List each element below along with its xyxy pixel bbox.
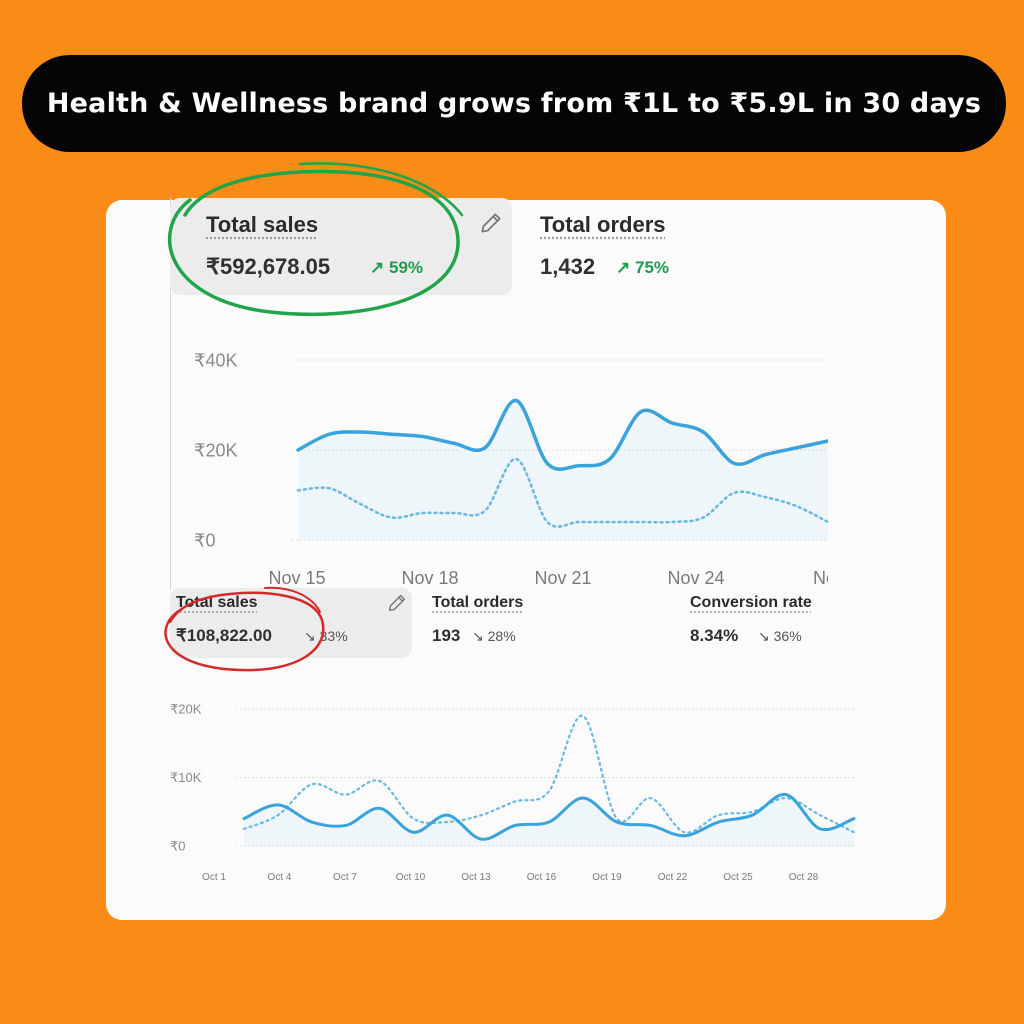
x-tick-label: Oct 22	[658, 872, 688, 883]
metric-tile-total-sales[interactable]: Total sales ₹592,678.05 ↗ 59%	[170, 198, 512, 295]
y-tick-label: ₹20K	[170, 702, 202, 717]
metric-value-total-sales: ₹592,678.05	[206, 254, 331, 279]
x-tick-label: Nov 21	[534, 568, 591, 588]
y-tick-label: ₹10K	[170, 770, 202, 785]
top-sales-chart: ₹40K ₹20K ₹0 Nov 15 Nov 18 Nov 21 Nov 24 Nov	[194, 350, 828, 588]
metric-value-total-sales-prev: ₹108,822.00	[176, 626, 272, 645]
metric-value-total-orders: 1,432	[540, 254, 596, 279]
y-tick-label: ₹20K	[194, 440, 237, 460]
x-tick-label: Oct 16	[527, 872, 557, 883]
headline-text: Health & Wellness brand grows from ₹1L t…	[46, 88, 982, 119]
headline-banner: Health & Wellness brand grows from ₹1L t…	[22, 55, 1006, 152]
x-tick-label: Oct 25	[723, 872, 753, 883]
series-line-current	[242, 793, 856, 841]
metric-tile-total-sales-prev[interactable]: Total sales ₹108,822.00 ↘ 33%	[170, 588, 412, 658]
metric-title-conversion-rate[interactable]: Conversion rate	[690, 594, 812, 611]
metric-title-total-sales: Total sales	[206, 212, 319, 237]
y-tick-label: ₹0	[194, 530, 215, 550]
x-tick-label: Nov 15	[268, 568, 325, 588]
arrow-down-icon: ↘	[472, 628, 484, 644]
series-line-current	[296, 398, 828, 471]
series-area-fill	[244, 794, 854, 846]
metric-title-total-orders[interactable]: Total orders	[540, 212, 666, 237]
arrow-down-icon: ↘	[758, 628, 770, 644]
pencil-icon[interactable]	[478, 210, 504, 236]
metric-change-total-orders: ↗ 75%	[616, 258, 670, 277]
metric-title-total-sales-prev: Total sales	[176, 594, 258, 611]
arrow-up-icon: ↗	[616, 258, 631, 277]
x-tick-label: Oct 7	[333, 872, 357, 883]
panel-divider	[170, 198, 171, 590]
metric-change-total-sales: ↗ 59%	[370, 258, 424, 277]
metric-change-total-orders-prev: ↘ 28%	[472, 628, 516, 644]
y-tick-label: ₹40K	[194, 350, 237, 370]
arrow-down-icon: ↘	[304, 628, 316, 644]
metric-title-total-orders-prev[interactable]: Total orders	[432, 594, 524, 611]
metric-value-conversion-rate: 8.34%	[690, 626, 739, 645]
metric-change-conversion-rate: ↘ 36%	[758, 628, 802, 644]
pencil-icon[interactable]	[386, 592, 408, 614]
x-tick-label: Nov 24	[667, 568, 724, 588]
top-analytics-panel: Total sales ₹592,678.05 ↗ 59% Total orde…	[162, 198, 828, 590]
x-tick-label: Nov 18	[401, 568, 458, 588]
x-tick-label: Nov	[813, 568, 828, 588]
series-line-previous	[296, 457, 828, 528]
bottom-analytics-panel: Total sales ₹108,822.00 ↘ 33% Total orde…	[162, 588, 856, 888]
metric-value-total-orders-prev: 193	[432, 626, 461, 645]
x-tick-label: Oct 4	[268, 872, 292, 883]
x-tick-label: Oct 28	[789, 872, 819, 883]
bottom-sales-chart: ₹20K ₹10K ₹0 Oct 1 Oct 4 Oct 7 Oct 10 Oct 13 Oct…	[170, 702, 856, 883]
arrow-up-icon: ↗	[370, 258, 385, 277]
x-tick-label: Oct 1	[202, 872, 226, 883]
x-tick-label: Oct 10	[396, 872, 426, 883]
series-line-previous	[242, 714, 856, 834]
x-tick-label: Oct 13	[461, 872, 491, 883]
y-tick-label: ₹0	[170, 839, 186, 854]
x-tick-label: Oct 19	[592, 872, 622, 883]
metric-change-total-sales-prev: ↘ 33%	[304, 628, 348, 644]
